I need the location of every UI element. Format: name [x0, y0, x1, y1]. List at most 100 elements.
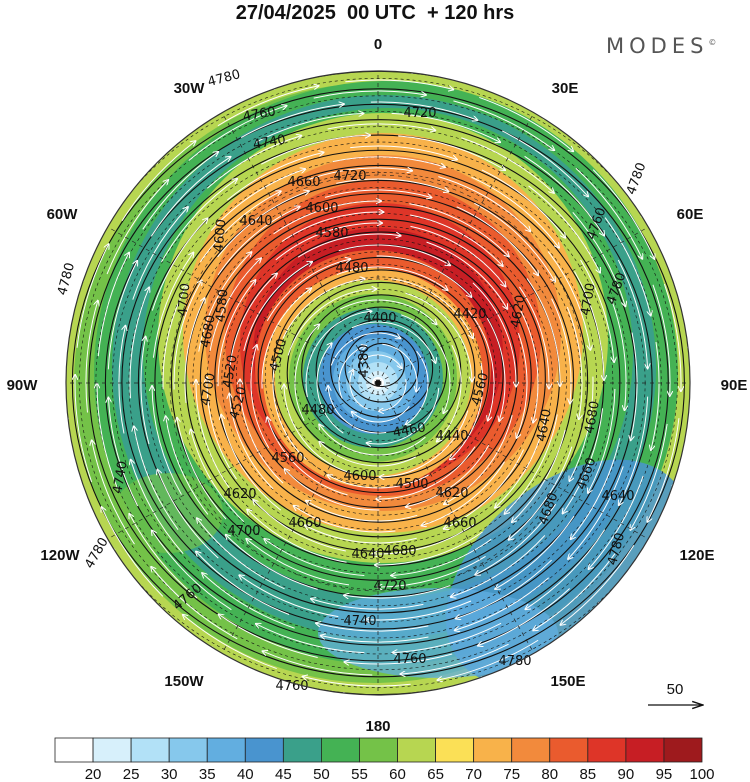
height-contour [137, 149, 621, 614]
streamline [437, 344, 462, 441]
height-contour [359, 342, 405, 388]
contour-label: 4660 [287, 175, 320, 190]
streamline [610, 298, 626, 411]
streamline [229, 394, 274, 490]
streamline [365, 600, 472, 620]
streamline [561, 545, 635, 625]
streamline [131, 460, 184, 555]
contour-label: 4680 [198, 314, 219, 349]
colorbar-tick-label: 55 [351, 766, 368, 782]
streamline [520, 310, 539, 423]
height-contour [344, 330, 420, 403]
streamline [247, 510, 347, 563]
contour-label: 4640 [534, 408, 555, 443]
streamline [479, 96, 573, 151]
longitude-label: 120W [40, 547, 80, 564]
contour-label: 4620 [223, 487, 256, 502]
streamline [352, 405, 410, 423]
streamline [250, 345, 270, 448]
streamline [321, 636, 429, 643]
streamline [106, 180, 168, 275]
streamline [455, 577, 550, 631]
vector-reference: 50 [648, 681, 703, 705]
streamline [339, 299, 436, 324]
streamline [206, 136, 301, 189]
streamline [406, 350, 429, 424]
height-contour [214, 218, 546, 538]
graticule [66, 71, 690, 695]
brand-name: MODES [606, 34, 709, 58]
streamline [474, 202, 555, 281]
streamline [569, 376, 594, 481]
streamline [240, 379, 284, 484]
contour-label: 4460 [392, 420, 427, 441]
streamline [226, 535, 318, 590]
streamline [188, 106, 287, 162]
streamline [303, 676, 411, 687]
streamline [285, 469, 380, 511]
colorbar-tick-label: 90 [618, 766, 635, 782]
streamline [563, 408, 604, 513]
streamline [161, 179, 238, 263]
height-contour [170, 179, 589, 581]
streamline [426, 241, 508, 309]
streamline [132, 207, 188, 300]
streamline [422, 461, 505, 526]
streamline [240, 104, 344, 139]
streamline [604, 217, 651, 316]
height-contour [228, 231, 532, 523]
streamline [209, 258, 261, 351]
streamline [198, 252, 252, 352]
contour-label: 4780 [624, 161, 649, 197]
streamline [338, 346, 366, 399]
temperature-contour [279, 276, 483, 471]
contour-label: 4620 [508, 294, 529, 329]
streamline [275, 223, 382, 261]
colorbar-tick-label: 20 [85, 766, 102, 782]
contour-label: 4620 [435, 486, 468, 501]
streamline [651, 341, 660, 450]
contour-label: 4700 [176, 283, 194, 317]
height-contour [330, 318, 434, 418]
temperature-contour [293, 289, 469, 457]
streamline [481, 169, 565, 238]
contour-label: 4680 [383, 544, 416, 559]
temperature-contour [192, 200, 567, 560]
contour-label: 4480 [335, 261, 368, 276]
streamline [589, 475, 644, 569]
streamline [551, 298, 571, 404]
longitude-label: 120E [679, 547, 714, 564]
streamline [373, 524, 475, 554]
contour-label: 4700 [198, 372, 219, 407]
streamline [151, 218, 207, 311]
streamline [405, 292, 471, 381]
streamline [118, 326, 125, 434]
colorbar-tick-label: 75 [503, 766, 520, 782]
streamline [393, 622, 502, 652]
streamline [227, 152, 323, 201]
temperature-contour [112, 126, 646, 639]
streamline [652, 284, 670, 396]
streamline [471, 176, 559, 247]
contour-label: 4660 [443, 516, 476, 531]
streamline [177, 418, 227, 520]
height-contour [286, 281, 476, 464]
streamline [273, 201, 381, 235]
streamline [306, 501, 418, 522]
streamline [311, 599, 424, 610]
streamline [382, 343, 417, 391]
streamline [239, 575, 339, 618]
meridian [107, 226, 379, 384]
contour-label: 4780 [55, 261, 78, 297]
colorbar-swatch [625, 737, 665, 763]
streamline [319, 442, 417, 467]
streamline [229, 273, 277, 368]
streamline [313, 90, 426, 99]
colorbar-swatch [130, 737, 170, 763]
streamline [647, 418, 680, 522]
streamline [284, 385, 351, 474]
streamline [410, 214, 503, 266]
temperature-contour [308, 301, 455, 441]
contour-label: 4680 [582, 400, 603, 435]
